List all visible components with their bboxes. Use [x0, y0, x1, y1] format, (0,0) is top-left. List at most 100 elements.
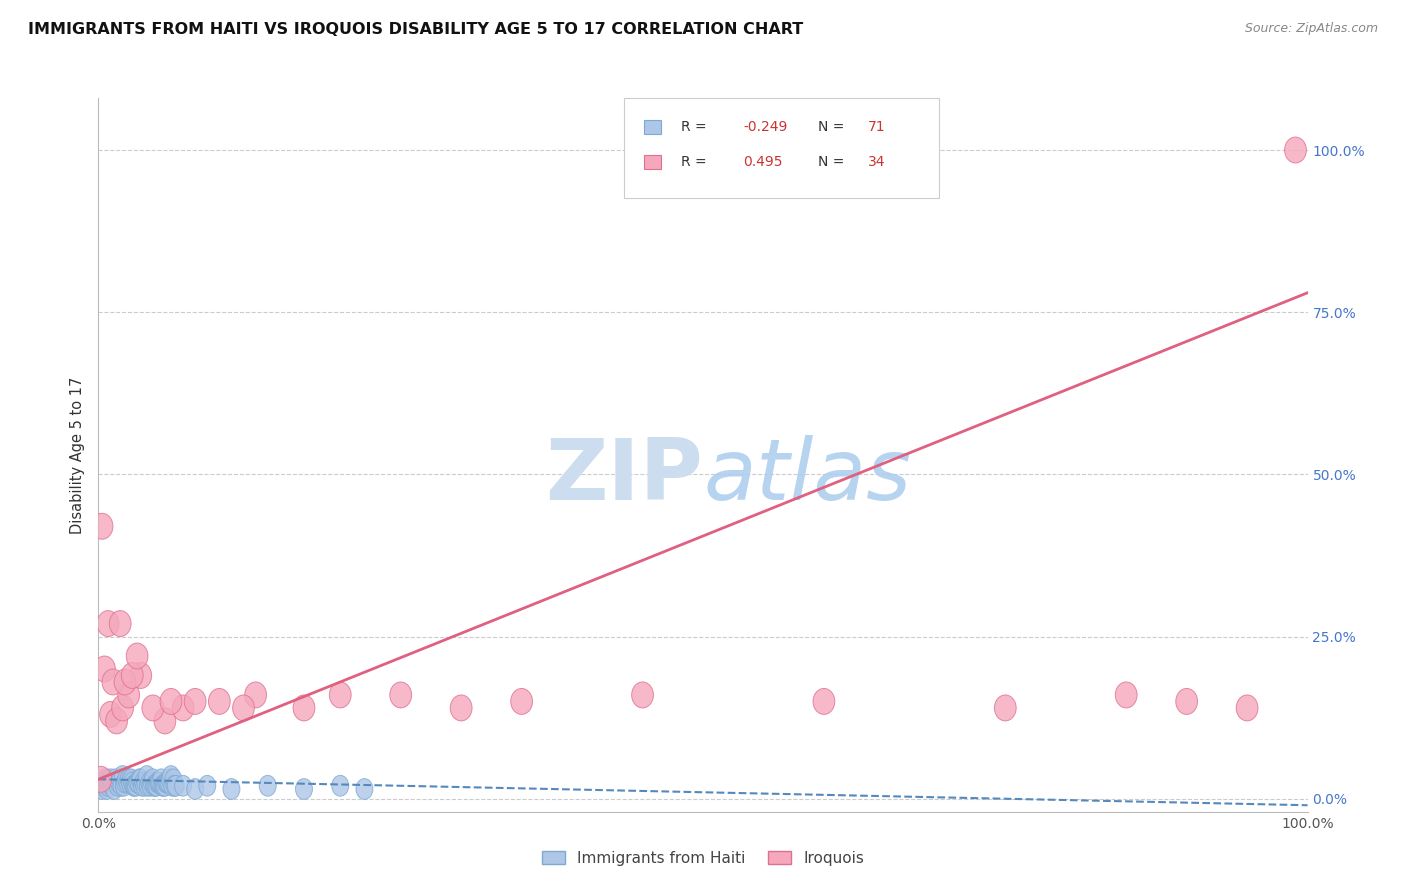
- Text: 34: 34: [868, 155, 884, 169]
- Ellipse shape: [97, 611, 120, 637]
- Ellipse shape: [145, 769, 162, 789]
- Text: Source: ZipAtlas.com: Source: ZipAtlas.com: [1244, 22, 1378, 36]
- Ellipse shape: [160, 689, 181, 714]
- Ellipse shape: [100, 701, 121, 727]
- Ellipse shape: [129, 772, 146, 793]
- Ellipse shape: [149, 772, 166, 793]
- Text: 0.495: 0.495: [742, 155, 782, 169]
- Ellipse shape: [450, 695, 472, 721]
- Ellipse shape: [110, 775, 127, 797]
- Ellipse shape: [104, 772, 121, 793]
- Ellipse shape: [292, 695, 315, 721]
- Ellipse shape: [114, 669, 136, 695]
- FancyBboxPatch shape: [644, 120, 661, 134]
- Text: atlas: atlas: [703, 434, 911, 518]
- Ellipse shape: [111, 695, 134, 721]
- Ellipse shape: [103, 775, 120, 797]
- Ellipse shape: [184, 689, 207, 714]
- Ellipse shape: [101, 772, 118, 793]
- Legend: Immigrants from Haiti, Iroquois: Immigrants from Haiti, Iroquois: [536, 845, 870, 871]
- Y-axis label: Disability Age 5 to 17: Disability Age 5 to 17: [70, 376, 86, 533]
- Ellipse shape: [122, 769, 139, 789]
- Text: ZIP: ZIP: [546, 434, 703, 518]
- Ellipse shape: [121, 663, 143, 689]
- Ellipse shape: [157, 772, 174, 793]
- Ellipse shape: [152, 772, 169, 793]
- Ellipse shape: [332, 775, 349, 797]
- Ellipse shape: [1285, 137, 1306, 163]
- Ellipse shape: [232, 695, 254, 721]
- Ellipse shape: [510, 689, 533, 714]
- Ellipse shape: [135, 772, 152, 793]
- Ellipse shape: [103, 669, 124, 695]
- Ellipse shape: [105, 779, 122, 799]
- Ellipse shape: [125, 775, 142, 797]
- Text: -0.249: -0.249: [742, 120, 787, 134]
- Ellipse shape: [167, 775, 184, 797]
- Ellipse shape: [94, 779, 111, 799]
- Ellipse shape: [115, 775, 132, 797]
- Ellipse shape: [208, 689, 231, 714]
- Ellipse shape: [114, 765, 131, 787]
- Ellipse shape: [146, 775, 163, 797]
- Ellipse shape: [389, 682, 412, 708]
- Ellipse shape: [631, 682, 654, 708]
- Ellipse shape: [329, 682, 352, 708]
- Ellipse shape: [1115, 682, 1137, 708]
- Ellipse shape: [97, 769, 114, 789]
- Ellipse shape: [138, 772, 155, 793]
- Ellipse shape: [127, 775, 143, 797]
- Ellipse shape: [1236, 695, 1258, 721]
- Ellipse shape: [100, 775, 117, 797]
- Ellipse shape: [141, 772, 157, 793]
- Ellipse shape: [142, 775, 159, 797]
- Ellipse shape: [1175, 689, 1198, 714]
- Ellipse shape: [994, 695, 1017, 721]
- Ellipse shape: [174, 775, 191, 797]
- Ellipse shape: [105, 708, 128, 734]
- Ellipse shape: [150, 772, 167, 793]
- Ellipse shape: [159, 772, 176, 793]
- Ellipse shape: [156, 775, 173, 797]
- Ellipse shape: [120, 769, 138, 789]
- Ellipse shape: [128, 775, 145, 797]
- Ellipse shape: [356, 779, 373, 799]
- Ellipse shape: [187, 779, 204, 799]
- Ellipse shape: [108, 772, 125, 793]
- Ellipse shape: [111, 772, 128, 793]
- Ellipse shape: [813, 689, 835, 714]
- Ellipse shape: [132, 769, 149, 789]
- Text: R =: R =: [682, 120, 711, 134]
- Ellipse shape: [129, 663, 152, 689]
- Ellipse shape: [129, 772, 146, 793]
- Text: N =: N =: [818, 155, 849, 169]
- Ellipse shape: [143, 772, 160, 793]
- Ellipse shape: [118, 682, 139, 708]
- Ellipse shape: [120, 772, 136, 793]
- Text: R =: R =: [682, 155, 711, 169]
- Ellipse shape: [93, 775, 110, 797]
- Ellipse shape: [134, 775, 150, 797]
- Ellipse shape: [103, 769, 120, 789]
- Ellipse shape: [146, 775, 163, 797]
- Ellipse shape: [172, 695, 194, 721]
- Ellipse shape: [131, 769, 148, 789]
- Ellipse shape: [148, 775, 165, 797]
- Ellipse shape: [142, 695, 163, 721]
- Ellipse shape: [91, 513, 112, 540]
- Ellipse shape: [110, 611, 131, 637]
- Ellipse shape: [165, 769, 181, 789]
- Ellipse shape: [94, 772, 111, 793]
- Ellipse shape: [163, 765, 180, 787]
- Ellipse shape: [96, 775, 112, 797]
- Ellipse shape: [245, 682, 267, 708]
- Ellipse shape: [94, 656, 115, 682]
- FancyBboxPatch shape: [624, 98, 939, 198]
- Ellipse shape: [160, 772, 177, 793]
- Ellipse shape: [127, 643, 148, 669]
- Text: N =: N =: [818, 120, 849, 134]
- Ellipse shape: [112, 775, 129, 797]
- Ellipse shape: [90, 766, 111, 792]
- Ellipse shape: [155, 775, 172, 797]
- Ellipse shape: [155, 775, 172, 797]
